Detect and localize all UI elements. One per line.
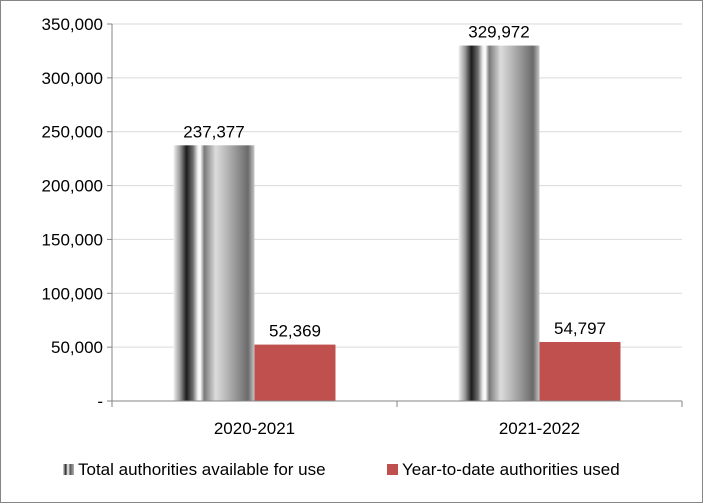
y-tick-label: 100,000 <box>42 284 103 303</box>
axes <box>107 23 683 407</box>
bar-ytd-used-2020-2021 <box>254 344 336 401</box>
legend: Total authorities available for use Year-… <box>63 460 620 479</box>
y-tick-label: 50,000 <box>51 338 103 357</box>
data-label: 54,797 <box>554 319 606 338</box>
x-category-label: 2020-2021 <box>214 419 295 438</box>
bars <box>173 45 621 401</box>
legend-item-total-authorities: Total authorities available for use <box>78 460 326 479</box>
y-tick-label: 350,000 <box>42 15 103 34</box>
y-tick-label: - <box>97 392 103 411</box>
x-category-label: 2021-2022 <box>499 419 580 438</box>
y-tick-label: 300,000 <box>42 69 103 88</box>
data-label: 329,972 <box>468 23 529 42</box>
y-tick-label: 250,000 <box>42 123 103 142</box>
legend-swatch <box>63 464 74 475</box>
bar-total-authorities-2021-2022 <box>458 45 540 401</box>
data-label: 52,369 <box>269 322 321 341</box>
data-label: 237,377 <box>183 122 244 141</box>
bar-total-authorities-2020-2021 <box>173 145 255 401</box>
labels: - 50,000 100,000 150,000 200,000 250,000 300,0… <box>42 15 606 438</box>
legend-item-ytd-used: Year-to-date authorities used <box>402 460 620 479</box>
y-tick-label: 150,000 <box>42 230 103 249</box>
bar-ytd-used-2021-2022 <box>539 341 621 401</box>
y-tick-label: 200,000 <box>42 177 103 196</box>
legend-swatch <box>387 464 398 475</box>
